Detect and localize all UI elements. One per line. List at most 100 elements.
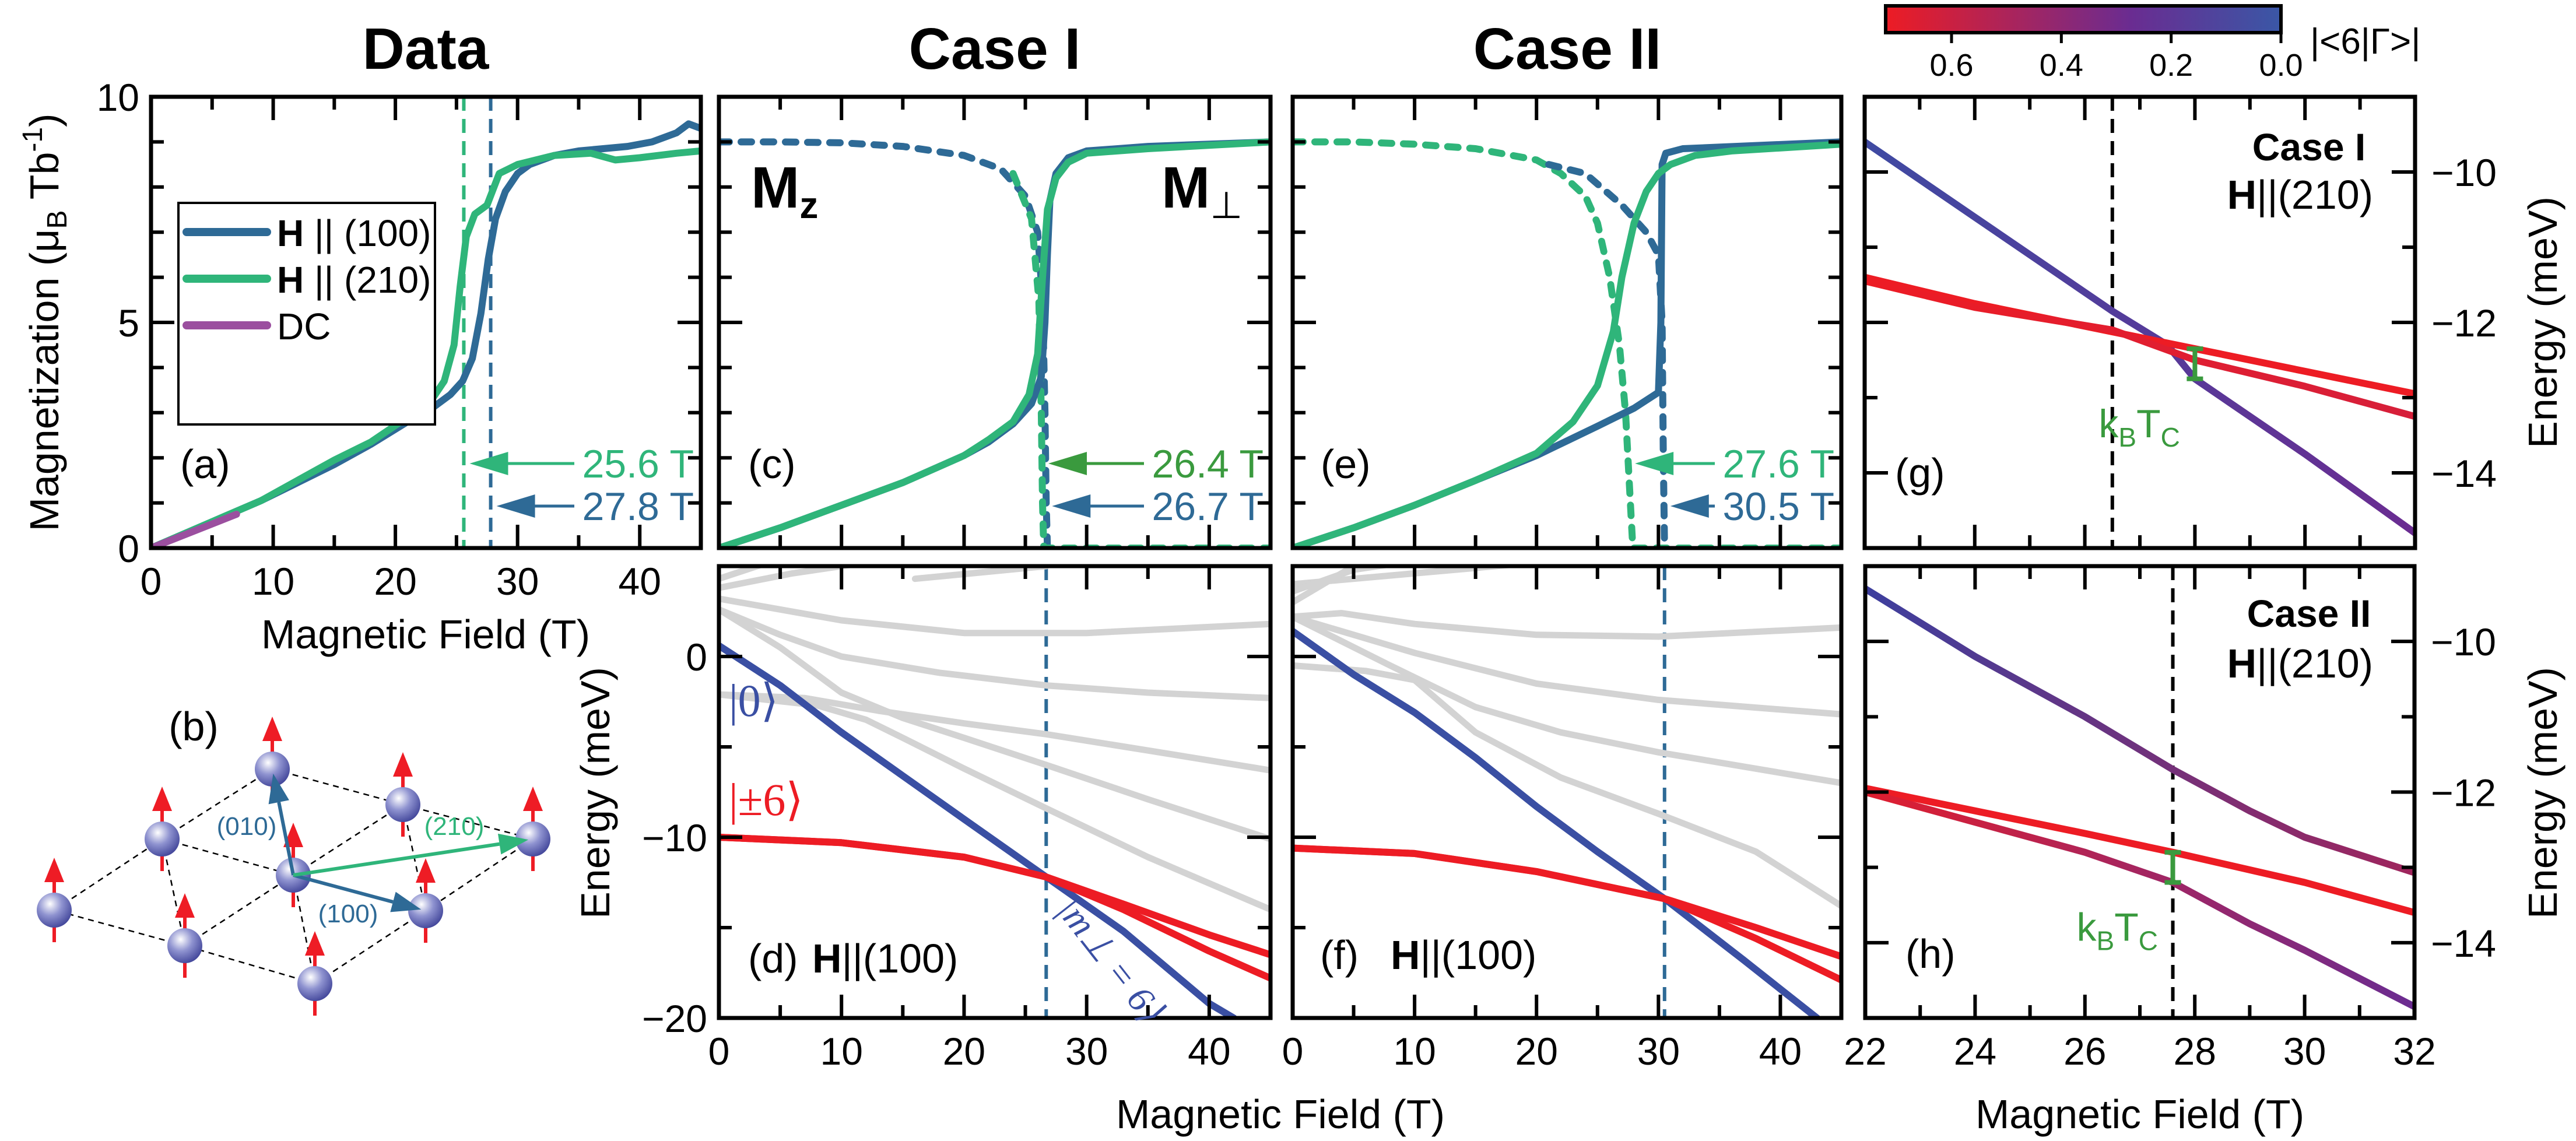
x-tick-label: 28: [2173, 1030, 2216, 1073]
x-tick-label: 24: [1954, 1030, 1996, 1073]
x-tick-label: 0: [141, 560, 162, 603]
field-direction-label: H||(100): [812, 936, 958, 981]
kbtc-gap-marker: [2164, 849, 2181, 885]
lattice-bond: [161, 838, 186, 946]
label-sub: B: [2097, 926, 2115, 956]
y-tick-label: −12: [2431, 771, 2496, 815]
label-bold: H: [1391, 932, 1420, 978]
tb-atom: [385, 752, 420, 837]
plot-area: [1865, 97, 2415, 548]
lattice-bond: [162, 838, 294, 876]
legend-entry-label: H || (210): [277, 259, 431, 301]
x-axis-label-h: Magnetic Field (T): [1975, 1091, 2304, 1137]
label-sub: B: [42, 210, 73, 229]
series-line: [1865, 138, 2415, 537]
lattice-bond: [184, 874, 294, 947]
label-bold: H: [277, 259, 304, 301]
transition-field-arrow: 30.5 T: [1670, 485, 1834, 529]
plot-area: [1293, 566, 1841, 1018]
panel-label: (g): [1895, 450, 1945, 496]
atom-sphere: [515, 821, 550, 856]
lattice-vector: [293, 873, 394, 904]
x-tick-label: 32: [2393, 1030, 2435, 1073]
label-bold: H: [812, 936, 842, 981]
label-part: M: [1161, 155, 1210, 220]
y-axis-label-magnetization: Magnetization (μB Tb-1): [17, 114, 73, 532]
lattice-bond: [425, 838, 534, 912]
lattice-vector-label: (010): [217, 812, 277, 841]
label-sup: -1: [17, 127, 48, 152]
lattice-bond: [293, 803, 403, 876]
plot-area: [719, 566, 1271, 1018]
vector-arrow-head-icon: [268, 773, 289, 805]
label-part: Magnetization (μ: [22, 229, 67, 531]
ticks: [717, 95, 1272, 550]
series-line: [719, 606, 1271, 701]
y-tick-label: −12: [2431, 301, 2497, 345]
y-tick-label: −20: [642, 997, 707, 1040]
series-line: [1293, 662, 1841, 910]
x-tick-label: 30: [1637, 1030, 1680, 1073]
x-tick-label: 30: [1065, 1030, 1108, 1073]
lattice-bond: [272, 768, 403, 806]
legend-entry-label: DC: [277, 306, 331, 347]
y-tick-label: −10: [2431, 620, 2496, 663]
title-case-2: Case II: [1473, 16, 1661, 82]
series-line: [1865, 785, 2414, 917]
spin-arrow-icon: [393, 752, 413, 777]
transition-field-arrow: 26.7 T: [1052, 485, 1264, 529]
field-direction-label: H||(100): [1391, 932, 1536, 978]
x-axis-label-bottom: Magnetic Field (T): [1116, 1091, 1445, 1137]
x-tick-label: 30: [2283, 1030, 2326, 1073]
x-tick-label: 10: [1393, 1030, 1436, 1073]
lattice-bond: [54, 838, 163, 911]
label-sub: ⊥: [1210, 184, 1243, 226]
ticks: [1291, 564, 1843, 1020]
y-tick-label: −14: [2431, 922, 2496, 965]
transition-field-label: 27.8 T: [582, 485, 694, 529]
case-label: Case II: [2247, 592, 2371, 635]
series-line: [719, 138, 1051, 548]
transition-field-arrow: 27.8 T: [496, 485, 694, 529]
ket-0-label: |0⟩: [729, 675, 778, 726]
atom-sphere: [167, 928, 202, 963]
series-line: [719, 691, 1271, 774]
tb-atom: [276, 823, 311, 907]
field-direction-label: H||(210): [2227, 172, 2373, 217]
atom-sphere: [297, 966, 332, 1001]
label-rest: DC: [277, 306, 331, 347]
tb-atom: [37, 858, 72, 942]
y-tick-label: −14: [2431, 452, 2497, 495]
y-tick-label: 5: [118, 301, 139, 345]
label-part: k: [2098, 402, 2119, 446]
arrow-head-icon: [1048, 452, 1087, 475]
colorbar: 0.6 0.4 0.2 0.0|<6|Γ>|: [1884, 4, 2420, 83]
mperp-label: M⊥: [1161, 155, 1243, 226]
plot-area: [1293, 138, 1841, 548]
label-part: M: [751, 155, 799, 220]
label-part: T: [2114, 905, 2139, 950]
series-line: [151, 511, 240, 548]
label-sub: C: [2161, 422, 2180, 452]
series-line: [1009, 170, 1271, 548]
x-tick-label: 20: [1515, 1030, 1558, 1073]
label-bold: H: [2227, 641, 2257, 686]
series-line: [1293, 138, 1841, 548]
colorbar-gradient: [1884, 4, 2283, 34]
spin-arrow-icon: [283, 823, 303, 847]
label-part: Tb: [22, 152, 67, 210]
label-part: k: [2077, 905, 2097, 950]
transition-field-label: 26.4 T: [1152, 442, 1264, 486]
colorbar-tick-label: 0.2: [2149, 48, 2193, 83]
panel-f: 0 10 20 30 40 (f) H||(100): [1282, 564, 1844, 1073]
x-tick-label: 10: [820, 1030, 863, 1073]
series-line: [719, 566, 864, 591]
lattice-vector-label: (210): [424, 812, 485, 841]
x-tick-label: 40: [619, 560, 661, 603]
series-line: [1545, 161, 1668, 548]
arrow-head-icon: [496, 494, 535, 518]
panel-label: (h): [1905, 931, 1956, 977]
label-sub: B: [2118, 422, 2136, 452]
label-rest: || (210): [304, 259, 431, 301]
